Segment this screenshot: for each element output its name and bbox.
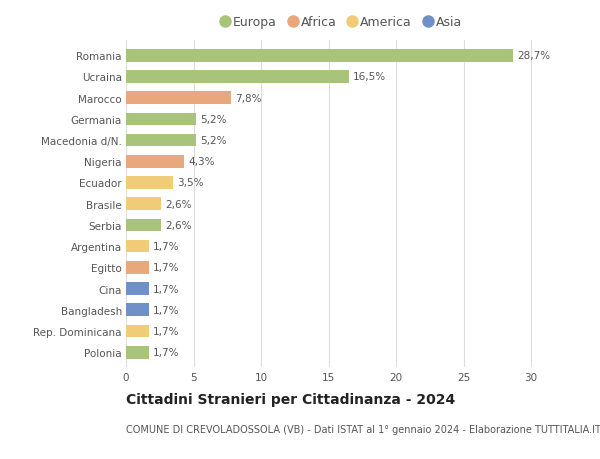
Text: 1,7%: 1,7% <box>153 305 179 315</box>
Text: 1,7%: 1,7% <box>153 326 179 336</box>
Text: 7,8%: 7,8% <box>235 94 262 103</box>
Bar <box>126 198 161 211</box>
Bar <box>126 113 196 126</box>
Text: 28,7%: 28,7% <box>517 51 551 61</box>
Text: 3,5%: 3,5% <box>178 178 204 188</box>
Text: 16,5%: 16,5% <box>353 73 386 82</box>
Text: 5,2%: 5,2% <box>200 115 227 124</box>
Bar <box>126 71 349 84</box>
Bar <box>126 92 232 105</box>
Bar <box>126 283 149 295</box>
Bar <box>126 346 149 359</box>
Text: 1,7%: 1,7% <box>153 347 179 358</box>
Legend: Europa, Africa, America, Asia: Europa, Africa, America, Asia <box>220 14 464 32</box>
Text: 4,3%: 4,3% <box>188 157 215 167</box>
Text: 1,7%: 1,7% <box>153 263 179 273</box>
Bar <box>126 134 196 147</box>
Text: Cittadini Stranieri per Cittadinanza - 2024: Cittadini Stranieri per Cittadinanza - 2… <box>126 392 455 406</box>
Bar <box>126 177 173 190</box>
Bar <box>126 261 149 274</box>
Text: 2,6%: 2,6% <box>165 220 191 230</box>
Bar <box>126 325 149 337</box>
Bar <box>126 219 161 232</box>
Text: 5,2%: 5,2% <box>200 136 227 146</box>
Text: 2,6%: 2,6% <box>165 199 191 209</box>
Bar <box>126 156 184 168</box>
Bar <box>126 240 149 253</box>
Text: 1,7%: 1,7% <box>153 241 179 252</box>
Text: 1,7%: 1,7% <box>153 284 179 294</box>
Bar <box>126 50 514 62</box>
Bar <box>126 304 149 316</box>
Text: COMUNE DI CREVOLADOSSOLA (VB) - Dati ISTAT al 1° gennaio 2024 - Elaborazione TUT: COMUNE DI CREVOLADOSSOLA (VB) - Dati IST… <box>126 424 600 434</box>
